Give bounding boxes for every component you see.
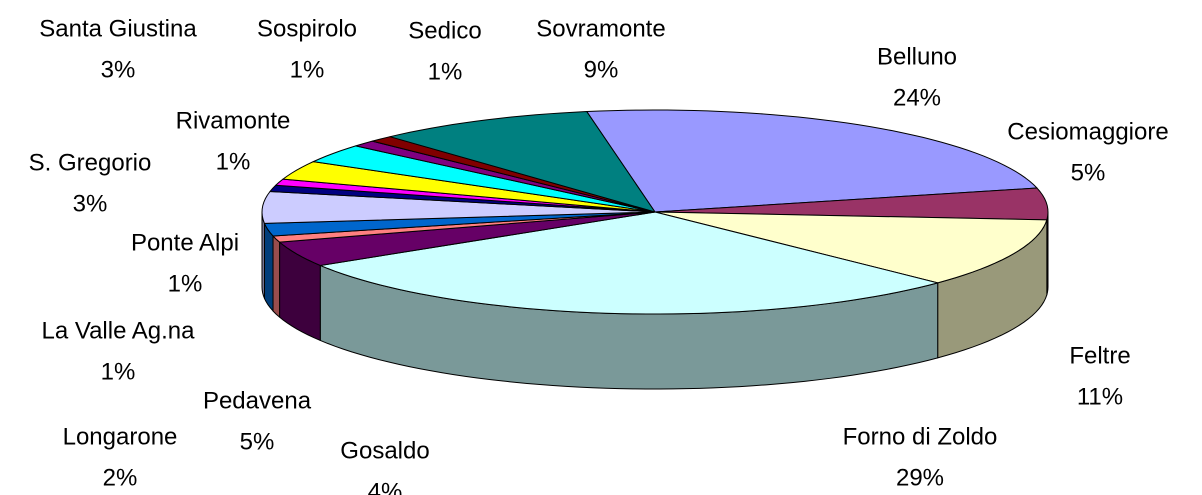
slice-percent: 3% [73, 190, 108, 217]
slice-percent: 3% [101, 56, 136, 83]
pie-slice-side [261, 211, 265, 299]
slice-label: Santa Giustina [39, 15, 197, 42]
slice-percent: 2% [103, 464, 138, 491]
pie-slice [654, 187, 1049, 221]
pie-slice [312, 145, 656, 213]
slice-label: Forno di Zoldo [843, 423, 998, 450]
pie-slice [389, 111, 656, 213]
slice-label: Longarone [63, 423, 178, 450]
slice-percent: 1% [216, 148, 251, 175]
slice-percent: 1% [428, 58, 463, 85]
pie-slice [319, 211, 939, 315]
pie-slice [282, 161, 656, 213]
slice-label: Feltre [1069, 342, 1130, 369]
slice-percent: 1% [168, 270, 203, 297]
slice-label: Sospirolo [257, 15, 357, 42]
slice-label: Cesiomaggiore [1007, 118, 1168, 145]
slice-label: Ponte Alpi [131, 229, 239, 256]
pie-slice-side [272, 235, 281, 318]
slice-label: Pedavena [203, 387, 312, 414]
pie-slice-side [263, 222, 274, 312]
slice-percent: 9% [584, 56, 619, 83]
slice-label: Sovramonte [536, 15, 665, 42]
slice-percent: 1% [290, 56, 325, 83]
slice-percent: 29% [896, 464, 944, 491]
slice-percent: 11% [1077, 383, 1123, 410]
slice-label: Rivamonte [176, 107, 291, 134]
slice-label: La Valle Ag.na [41, 317, 195, 344]
pie-slice [261, 190, 656, 224]
slice-label: Belluno [877, 43, 957, 70]
slice-percent: 24% [893, 84, 941, 111]
slice-percent: 5% [1071, 159, 1106, 186]
slice-percent: 4% [368, 478, 403, 495]
pie-slice [279, 211, 656, 266]
slice-label: Sedico [408, 17, 481, 44]
pie-slice [586, 109, 1038, 213]
slice-label: Gosaldo [340, 437, 429, 464]
slice-label: S. Gregorio [29, 149, 152, 176]
pie-slice [654, 211, 1048, 284]
slice-percent: 1% [101, 358, 136, 385]
slice-percent: 5% [240, 428, 275, 455]
